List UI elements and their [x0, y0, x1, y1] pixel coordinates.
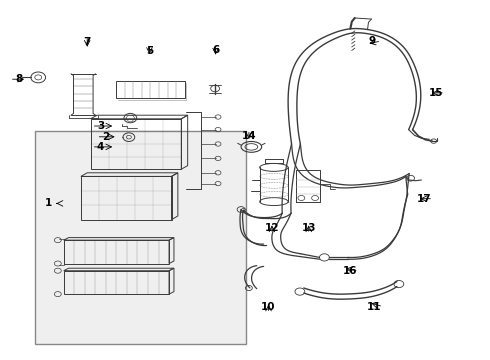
Text: 7: 7	[83, 37, 91, 48]
Text: 6: 6	[212, 45, 219, 55]
Bar	[91, 119, 181, 169]
Text: 16: 16	[343, 266, 357, 276]
Text: 12: 12	[265, 222, 279, 233]
Text: 8: 8	[15, 74, 22, 84]
Text: 17: 17	[417, 194, 432, 204]
Text: 5: 5	[146, 46, 153, 56]
Text: 14: 14	[242, 131, 256, 141]
Bar	[64, 271, 169, 294]
Text: 9: 9	[369, 36, 376, 46]
Text: 1: 1	[45, 198, 51, 208]
Text: 10: 10	[261, 302, 276, 312]
Text: 15: 15	[429, 88, 443, 98]
Bar	[64, 240, 169, 264]
Bar	[81, 176, 172, 220]
Text: 4: 4	[97, 142, 104, 152]
Text: 2: 2	[102, 132, 109, 142]
Text: 13: 13	[301, 222, 316, 233]
Text: 3: 3	[97, 121, 104, 131]
Text: 11: 11	[367, 302, 382, 312]
FancyBboxPatch shape	[35, 131, 246, 344]
